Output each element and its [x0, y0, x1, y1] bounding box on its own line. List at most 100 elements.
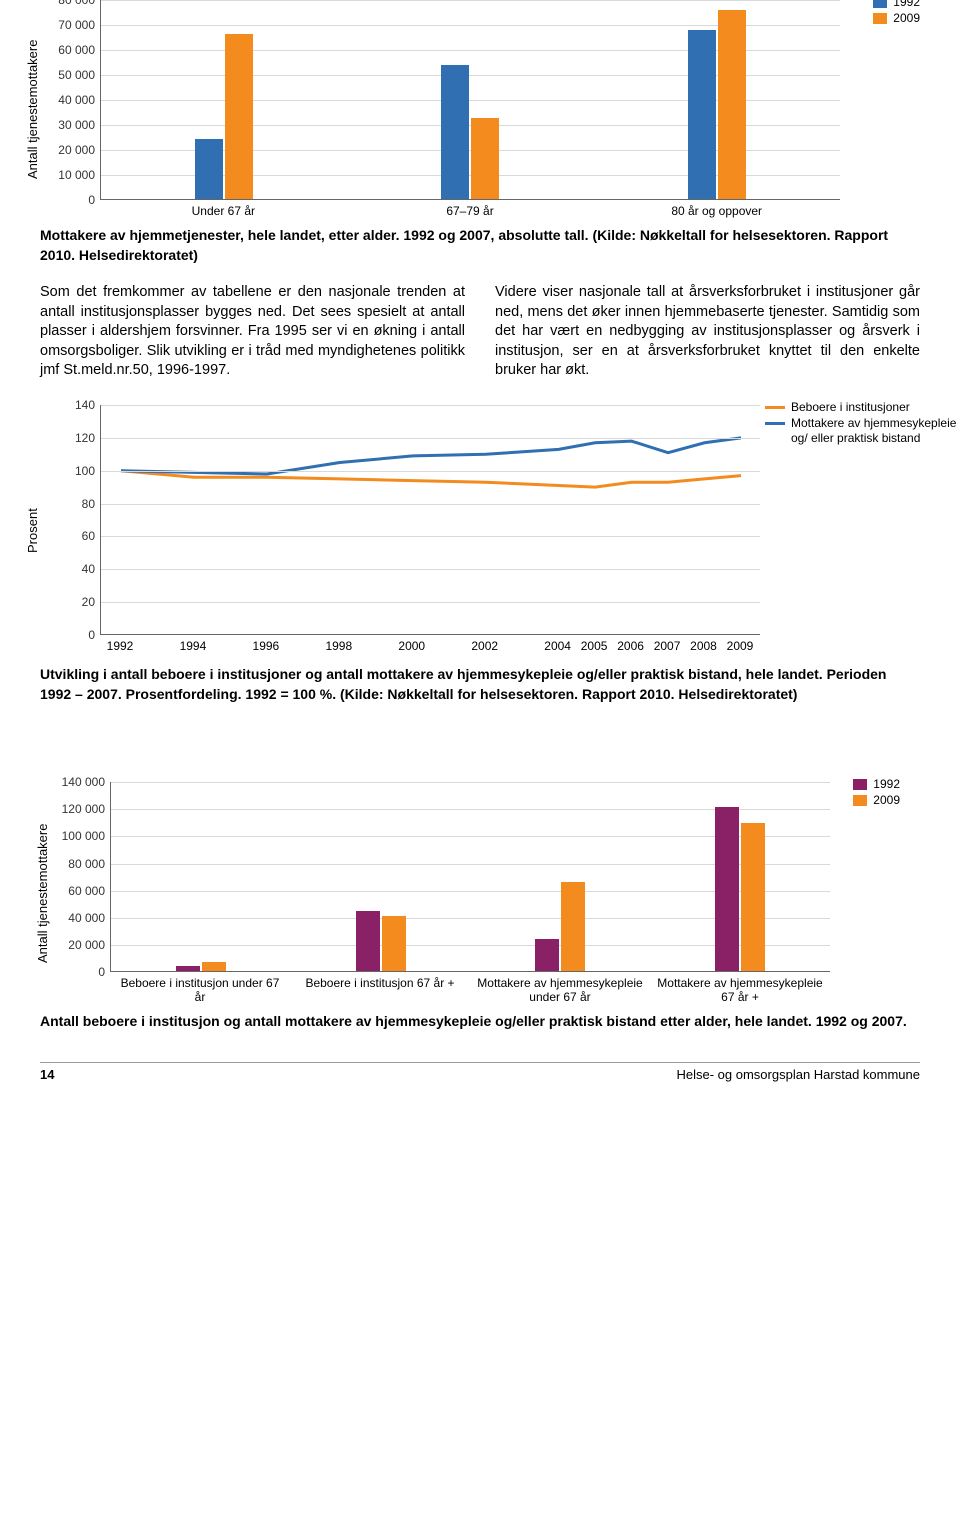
bar: [535, 939, 559, 972]
ytick-label: 80: [82, 497, 101, 511]
bar: [561, 882, 585, 972]
x-tick-label: 2005: [581, 639, 608, 653]
ytick-label: 40: [82, 562, 101, 576]
bar: [741, 823, 765, 971]
x-tick-label: 2009: [727, 639, 754, 653]
ytick-label: 80 000: [68, 857, 111, 871]
x-category-label: 80 år og oppover: [593, 204, 840, 218]
x-category-label: Beboere i institusjon under 67 år: [110, 976, 290, 1004]
ytick-label: 60 000: [58, 43, 101, 57]
bar: [441, 65, 469, 199]
legend-label: 2009: [873, 793, 900, 807]
bar: [718, 10, 746, 199]
chart2-yaxis-label: Prosent: [25, 405, 40, 657]
ytick-label: 70 000: [58, 18, 101, 32]
ytick-label: 20: [82, 595, 101, 609]
x-category-label: Mottakere av hjemmesykepleie 67 år +: [650, 976, 830, 1004]
x-tick-label: 2004: [544, 639, 571, 653]
legend-item: Beboere i institusjoner: [765, 400, 960, 414]
line-chart-2: Prosent 020406080100120140 1992199419961…: [100, 405, 920, 657]
bar-group: [176, 962, 226, 971]
x-category-label: Under 67 år: [100, 204, 347, 218]
x-tick-label: 2007: [654, 639, 681, 653]
ytick-label: 10 000: [58, 168, 101, 182]
x-tick-label: 2006: [617, 639, 644, 653]
bar-group: [535, 882, 585, 972]
x-category-label: 67–79 år: [347, 204, 594, 218]
ytick-label: 60 000: [68, 884, 111, 898]
ytick-label: 50 000: [58, 68, 101, 82]
chart3-caption: Antall beboere i institusjon og antall m…: [40, 1012, 920, 1032]
x-tick-label: 2000: [398, 639, 425, 653]
bar-chart-3: Antall tjenestemottakere 020 00040 00060…: [110, 782, 920, 1004]
x-tick-label: 2002: [471, 639, 498, 653]
ytick-label: 100: [75, 464, 101, 478]
legend-swatch: [873, 13, 887, 24]
bar-group: [688, 10, 746, 199]
ytick-label: 30 000: [58, 118, 101, 132]
chart2-legend: Beboere i institusjoner Mottakere av hjem…: [765, 400, 960, 447]
x-tick-label: 1996: [253, 639, 280, 653]
page-footer: 14 Helse- og omsorgsplan Harstad kommune: [40, 1062, 920, 1082]
x-tick-label: 2008: [690, 639, 717, 653]
legend-swatch: [765, 422, 785, 425]
legend-item: 2009: [873, 11, 920, 25]
ytick-label: 20 000: [58, 143, 101, 157]
bar: [225, 34, 253, 199]
legend-swatch: [853, 795, 867, 806]
chart1-caption: Mottakere av hjemmetjenester, hele lande…: [40, 226, 920, 265]
legend-item: 1992: [873, 0, 920, 9]
bar: [176, 966, 200, 971]
chart1-legend: 1992 2009: [873, 0, 920, 27]
ytick-label: 0: [98, 965, 111, 979]
legend-swatch: [765, 406, 785, 409]
legend-item: 2009: [853, 793, 900, 807]
x-tick-label: 1994: [180, 639, 207, 653]
legend-label: Beboere i institusjoner: [791, 400, 910, 414]
legend-item: 1992: [853, 777, 900, 791]
bar-group: [195, 34, 253, 199]
x-tick-label: 1992: [107, 639, 134, 653]
chart3-yaxis-label: Antall tjenestemottakere: [35, 782, 50, 1004]
x-category-label: Mottakere av hjemmesykepleie under 67 år: [470, 976, 650, 1004]
ytick-label: 40 000: [58, 93, 101, 107]
ytick-label: 120: [75, 431, 101, 445]
bar-group: [715, 807, 765, 971]
ytick-label: 140: [75, 398, 101, 412]
ytick-label: 60: [82, 529, 101, 543]
chart1-yaxis-label: Antall tjenestemottakere: [25, 0, 40, 218]
legend-label: 1992: [873, 777, 900, 791]
bar: [471, 118, 499, 199]
bar-chart-1: Antall tjenestemottakere 010 00020 00030…: [100, 0, 920, 218]
bar: [195, 139, 223, 199]
bar: [356, 911, 380, 971]
footer-text: Helse- og omsorgsplan Harstad kommune: [677, 1067, 921, 1082]
x-category-label: Beboere i institusjon 67 år +: [290, 976, 470, 1004]
paragraph-left: Som det fremkommer av tabellene er den n…: [40, 283, 465, 381]
paragraph-right: Videre viser nasjonale tall at årsverksf…: [495, 283, 920, 381]
legend-swatch: [853, 779, 867, 790]
ytick-label: 140 000: [62, 775, 111, 789]
ytick-label: 100 000: [62, 829, 111, 843]
bar: [202, 962, 226, 971]
legend-swatch: [873, 0, 887, 8]
bar: [715, 807, 739, 971]
bar-group: [356, 911, 406, 971]
bar: [688, 30, 716, 199]
ytick-label: 0: [88, 193, 101, 207]
series-line: [121, 438, 741, 474]
legend-item: Mottakere av hjemmesykepleie og/ eller p…: [765, 416, 960, 445]
legend-label: Mottakere av hjemmesykepleie og/ eller p…: [791, 416, 960, 445]
body-text-columns: Som det fremkommer av tabellene er den n…: [40, 283, 920, 381]
legend-label: 2009: [893, 11, 920, 25]
chart3-legend: 1992 2009: [853, 777, 900, 809]
bar: [382, 916, 406, 971]
ytick-label: 40 000: [68, 911, 111, 925]
x-tick-label: 1998: [325, 639, 352, 653]
bar-group: [441, 65, 499, 199]
page-number: 14: [40, 1067, 54, 1082]
ytick-label: 80 000: [58, 0, 101, 7]
ytick-label: 120 000: [62, 802, 111, 816]
legend-label: 1992: [893, 0, 920, 9]
ytick-label: 20 000: [68, 938, 111, 952]
